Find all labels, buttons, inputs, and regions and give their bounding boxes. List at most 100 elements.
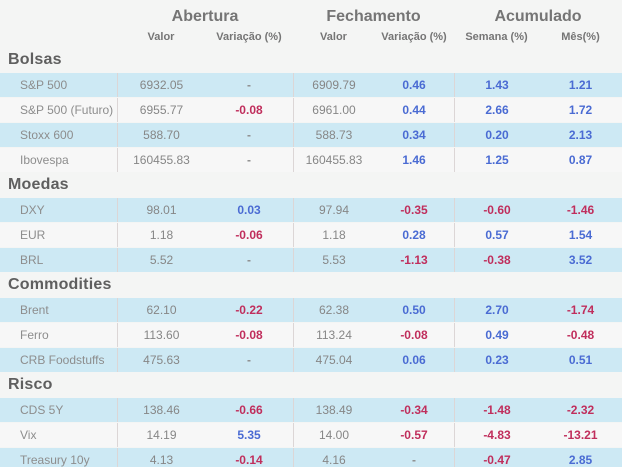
open-value-cell: 475.63 — [117, 348, 205, 372]
month-change-cell: -0.48 — [566, 328, 595, 342]
week-change-cell: -4.83 — [454, 423, 539, 447]
close-value-cell: 6909.79 — [293, 73, 374, 97]
month-change-cell: 3.52 — [568, 253, 593, 267]
open-value-cell: 14.19 — [117, 423, 205, 447]
week-change-cell: -0.38 — [454, 248, 539, 272]
instrument-label: CDS 5Y — [20, 403, 64, 417]
sections: Bolsas S&P 500 6932.05 - 6909.79 0.46 1.… — [0, 51, 622, 467]
open-change-cell: -0.08 — [235, 103, 263, 117]
open-change-cell: -0.22 — [235, 303, 263, 317]
week-change-cell: 0.49 — [454, 323, 539, 347]
open-change-cell: -0.06 — [235, 228, 263, 242]
close-change-cell: -1.13 — [400, 253, 428, 267]
column-header-month-change: Mês(%) — [561, 31, 600, 43]
section-rows: CDS 5Y 138.46 -0.66 138.49 -0.34 -1.48 -… — [0, 398, 622, 467]
table-section: Commodities Brent 62.10 -0.22 62.38 0.50… — [0, 276, 622, 372]
open-value-cell: 5.52 — [117, 248, 205, 272]
week-change-cell: 1.25 — [454, 148, 539, 172]
close-value-cell: 97.94 — [293, 198, 374, 222]
week-change-cell: 2.70 — [454, 298, 539, 322]
close-change-cell: - — [412, 453, 416, 467]
close-value-cell: 14.00 — [293, 423, 374, 447]
instrument-label: EUR — [20, 228, 46, 242]
section-title: Moedas — [8, 176, 69, 193]
close-change-cell: 1.46 — [402, 153, 426, 167]
column-group-fechamento: Fechamento — [326, 8, 421, 25]
instrument-label: BRL — [20, 253, 44, 267]
open-change-cell: -0.08 — [235, 328, 263, 342]
week-change-cell: 2.66 — [454, 98, 539, 122]
close-value-cell: 1.18 — [293, 223, 374, 247]
table-section: Risco CDS 5Y 138.46 -0.66 138.49 -0.34 -… — [0, 376, 622, 467]
close-value-cell: 5.53 — [293, 248, 374, 272]
close-value-cell: 4.16 — [293, 448, 374, 467]
open-value-cell: 98.01 — [117, 198, 205, 222]
month-change-cell: -13.21 — [563, 428, 598, 442]
column-header-close-value: Valor — [320, 31, 347, 43]
open-change-cell: -0.14 — [235, 453, 263, 467]
month-change-cell: -1.74 — [566, 303, 595, 317]
table-row: BRL 5.52 - 5.53 -1.13 -0.38 3.52 — [0, 248, 622, 272]
table-row: Vix 14.19 5.35 14.00 -0.57 -4.83 -13.21 — [0, 423, 622, 447]
table-header-groups: Abertura Fechamento Acumulado — [0, 0, 622, 26]
column-header-close-change: Variação (%) — [381, 31, 447, 43]
section-title: Risco — [8, 376, 53, 393]
open-value-cell: 1.18 — [117, 223, 205, 247]
open-change-cell: - — [247, 253, 251, 267]
week-change-cell: 0.57 — [454, 223, 539, 247]
close-value-cell: 475.04 — [293, 348, 374, 372]
open-value-cell: 62.10 — [117, 298, 205, 322]
table-row: DXY 98.01 0.03 97.94 -0.35 -0.60 -1.46 — [0, 198, 622, 222]
week-change-cell: -0.60 — [454, 198, 539, 222]
month-change-cell: -2.32 — [566, 403, 595, 417]
table-section: Moedas DXY 98.01 0.03 97.94 -0.35 -0.60 … — [0, 176, 622, 272]
close-change-cell: -0.34 — [400, 403, 428, 417]
close-value-cell: 160455.83 — [293, 148, 374, 172]
table-row: Treasury 10y 4.13 -0.14 4.16 - -0.47 2.8… — [0, 448, 622, 467]
month-change-cell: 1.72 — [568, 103, 593, 117]
table-row: S&P 500 6932.05 - 6909.79 0.46 1.43 1.21 — [0, 73, 622, 97]
table-row: CDS 5Y 138.46 -0.66 138.49 -0.34 -1.48 -… — [0, 398, 622, 422]
column-header-open-change: Variação (%) — [216, 31, 282, 43]
month-change-cell: 2.85 — [568, 453, 593, 467]
close-change-cell: 0.34 — [402, 128, 426, 142]
instrument-label: Treasury 10y — [20, 453, 90, 467]
close-change-cell: 0.06 — [402, 353, 426, 367]
table-row: Ibovespa 160455.83 - 160455.83 1.46 1.25… — [0, 148, 622, 172]
table-row: Brent 62.10 -0.22 62.38 0.50 2.70 -1.74 — [0, 298, 622, 322]
open-change-cell: - — [247, 78, 251, 92]
instrument-label: Stoxx 600 — [20, 128, 74, 142]
close-value-cell: 62.38 — [293, 298, 374, 322]
column-header-week-change: Semana (%) — [465, 31, 528, 43]
month-change-cell: 2.13 — [568, 128, 593, 142]
table-header-subcolumns: Valor Variação (%) Valor Variação (%) Se… — [0, 26, 622, 47]
instrument-label: Vix — [20, 428, 37, 442]
open-change-cell: 0.03 — [237, 203, 261, 217]
month-change-cell: -1.46 — [566, 203, 595, 217]
month-change-cell: 1.21 — [568, 78, 593, 92]
close-value-cell: 138.49 — [293, 398, 374, 422]
column-header-open-value: Valor — [147, 31, 175, 43]
open-change-cell: - — [247, 128, 251, 142]
open-value-cell: 6932.05 — [117, 73, 205, 97]
close-change-cell: -0.08 — [400, 328, 428, 342]
week-change-cell: 1.43 — [454, 73, 539, 97]
instrument-label: CRB Foodstuffs — [20, 353, 105, 367]
instrument-label: Ferro — [20, 328, 49, 342]
month-change-cell: 0.87 — [568, 153, 593, 167]
open-value-cell: 4.13 — [117, 448, 205, 467]
instrument-label: Brent — [20, 303, 49, 317]
column-group-acumulado: Acumulado — [494, 8, 582, 25]
table-row: Stoxx 600 588.70 - 588.73 0.34 0.20 2.13 — [0, 123, 622, 147]
open-value-cell: 588.70 — [117, 123, 205, 147]
close-change-cell: 0.44 — [402, 103, 426, 117]
open-value-cell: 113.60 — [117, 323, 205, 347]
open-value-cell: 6955.77 — [117, 98, 205, 122]
table-row: Ferro 113.60 -0.08 113.24 -0.08 0.49 -0.… — [0, 323, 622, 347]
table-row: CRB Foodstuffs 475.63 - 475.04 0.06 0.23… — [0, 348, 622, 372]
instrument-label: Ibovespa — [20, 153, 69, 167]
close-change-cell: 0.46 — [402, 78, 426, 92]
table-section: Bolsas S&P 500 6932.05 - 6909.79 0.46 1.… — [0, 51, 622, 172]
table-row: EUR 1.18 -0.06 1.18 0.28 0.57 1.54 — [0, 223, 622, 247]
